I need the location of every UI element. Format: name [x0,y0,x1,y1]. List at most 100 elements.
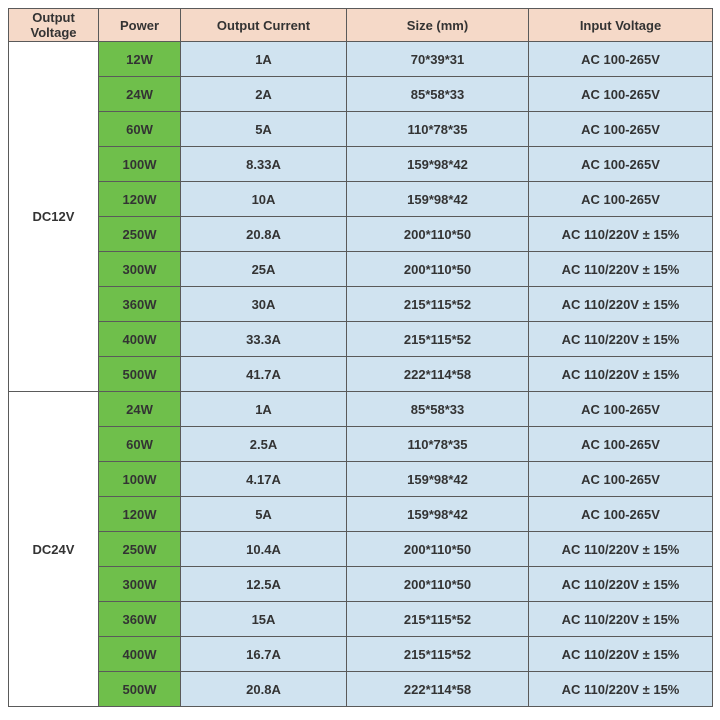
size-cell: 200*110*50 [347,532,529,567]
table-row: 500W20.8A222*114*58AC 110/220V ± 15% [9,672,713,707]
table-row: 100W8.33A159*98*42AC 100-265V [9,147,713,182]
power-cell: 60W [99,112,181,147]
table-row: 300W25A200*110*50AC 110/220V ± 15% [9,252,713,287]
header-power: Power [99,9,181,42]
header-input-voltage: Input Voltage [529,9,713,42]
current-cell: 2.5A [181,427,347,462]
power-cell: 12W [99,42,181,77]
power-cell: 24W [99,392,181,427]
current-cell: 10A [181,182,347,217]
table-row: 360W30A215*115*52AC 110/220V ± 15% [9,287,713,322]
current-cell: 30A [181,287,347,322]
table-row: 250W20.8A200*110*50AC 110/220V ± 15% [9,217,713,252]
table-row: 120W5A159*98*42AC 100-265V [9,497,713,532]
current-cell: 5A [181,497,347,532]
table-row: 360W15A215*115*52AC 110/220V ± 15% [9,602,713,637]
size-cell: 215*115*52 [347,287,529,322]
power-cell: 250W [99,217,181,252]
size-cell: 222*114*58 [347,357,529,392]
current-cell: 15A [181,602,347,637]
power-cell: 500W [99,672,181,707]
size-cell: 215*115*52 [347,602,529,637]
table-row: 400W33.3A215*115*52AC 110/220V ± 15% [9,322,713,357]
current-cell: 8.33A [181,147,347,182]
input-voltage-cell: AC 100-265V [529,182,713,217]
power-cell: 300W [99,252,181,287]
power-cell: 60W [99,427,181,462]
current-cell: 12.5A [181,567,347,602]
table-body: DC12V12W1A70*39*31AC 100-265V24W2A85*58*… [9,42,713,707]
power-cell: 24W [99,77,181,112]
table-row: 300W12.5A200*110*50AC 110/220V ± 15% [9,567,713,602]
input-voltage-cell: AC 100-265V [529,427,713,462]
size-cell: 159*98*42 [347,182,529,217]
table-row: DC24V24W1A85*58*33AC 100-265V [9,392,713,427]
input-voltage-cell: AC 110/220V ± 15% [529,567,713,602]
input-voltage-cell: AC 110/220V ± 15% [529,217,713,252]
power-cell: 100W [99,147,181,182]
current-cell: 41.7A [181,357,347,392]
table-row: 60W2.5A110*78*35AC 100-265V [9,427,713,462]
power-cell: 300W [99,567,181,602]
current-cell: 20.8A [181,672,347,707]
input-voltage-cell: AC 110/220V ± 15% [529,322,713,357]
current-cell: 4.17A [181,462,347,497]
size-cell: 159*98*42 [347,497,529,532]
input-voltage-cell: AC 100-265V [529,77,713,112]
input-voltage-cell: AC 100-265V [529,42,713,77]
power-cell: 400W [99,322,181,357]
table-row: 24W2A85*58*33AC 100-265V [9,77,713,112]
power-cell: 500W [99,357,181,392]
power-cell: 120W [99,497,181,532]
input-voltage-cell: AC 110/220V ± 15% [529,602,713,637]
header-output-voltage: Output Voltage [9,9,99,42]
power-cell: 360W [99,287,181,322]
spec-table: Output Voltage Power Output Current Size… [8,8,713,707]
table-row: DC12V12W1A70*39*31AC 100-265V [9,42,713,77]
input-voltage-cell: AC 110/220V ± 15% [529,252,713,287]
input-voltage-cell: AC 100-265V [529,112,713,147]
input-voltage-cell: AC 100-265V [529,392,713,427]
power-cell: 100W [99,462,181,497]
current-cell: 2A [181,77,347,112]
power-cell: 250W [99,532,181,567]
size-cell: 85*58*33 [347,77,529,112]
input-voltage-cell: AC 110/220V ± 15% [529,532,713,567]
table-header: Output Voltage Power Output Current Size… [9,9,713,42]
table-row: 500W41.7A222*114*58AC 110/220V ± 15% [9,357,713,392]
output-voltage-cell: DC12V [9,42,99,392]
power-cell: 400W [99,637,181,672]
current-cell: 1A [181,42,347,77]
size-cell: 200*110*50 [347,252,529,287]
size-cell: 110*78*35 [347,112,529,147]
size-cell: 159*98*42 [347,462,529,497]
size-cell: 200*110*50 [347,217,529,252]
input-voltage-cell: AC 110/220V ± 15% [529,672,713,707]
size-cell: 215*115*52 [347,637,529,672]
table-row: 60W5A110*78*35AC 100-265V [9,112,713,147]
table-row: 250W10.4A200*110*50AC 110/220V ± 15% [9,532,713,567]
size-cell: 110*78*35 [347,427,529,462]
input-voltage-cell: AC 110/220V ± 15% [529,637,713,672]
input-voltage-cell: AC 100-265V [529,462,713,497]
current-cell: 20.8A [181,217,347,252]
input-voltage-cell: AC 100-265V [529,147,713,182]
size-cell: 222*114*58 [347,672,529,707]
current-cell: 25A [181,252,347,287]
input-voltage-cell: AC 100-265V [529,497,713,532]
current-cell: 5A [181,112,347,147]
size-cell: 200*110*50 [347,567,529,602]
power-cell: 120W [99,182,181,217]
size-cell: 70*39*31 [347,42,529,77]
table-row: 120W10A159*98*42AC 100-265V [9,182,713,217]
power-cell: 360W [99,602,181,637]
current-cell: 16.7A [181,637,347,672]
input-voltage-cell: AC 110/220V ± 15% [529,357,713,392]
header-size: Size (mm) [347,9,529,42]
size-cell: 85*58*33 [347,392,529,427]
input-voltage-cell: AC 110/220V ± 15% [529,287,713,322]
current-cell: 33.3A [181,322,347,357]
current-cell: 10.4A [181,532,347,567]
size-cell: 215*115*52 [347,322,529,357]
header-output-current: Output Current [181,9,347,42]
